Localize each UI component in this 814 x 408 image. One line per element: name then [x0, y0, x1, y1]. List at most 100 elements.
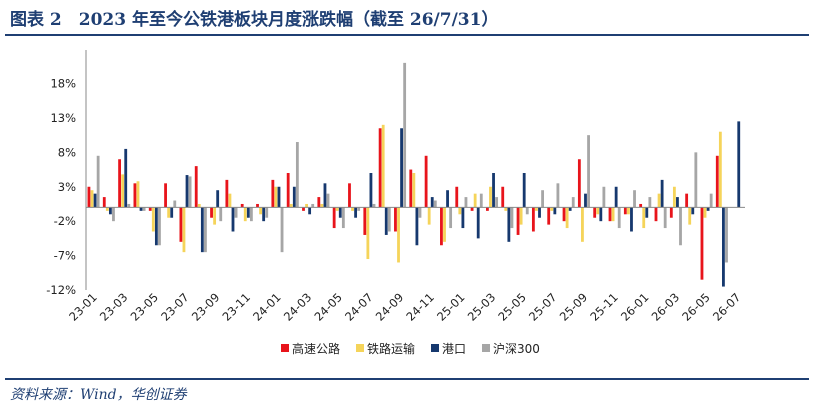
bar — [541, 190, 544, 208]
bar — [158, 207, 161, 246]
bar — [351, 207, 354, 211]
bar — [164, 183, 167, 208]
bar — [249, 207, 253, 222]
bar — [516, 207, 520, 235]
bar — [571, 197, 575, 208]
x-tick-label: 23-07 — [158, 290, 192, 324]
bar — [577, 159, 581, 208]
bar — [455, 186, 459, 208]
bar — [630, 207, 633, 232]
bar — [531, 207, 535, 232]
bar — [626, 207, 630, 215]
legend-swatch — [482, 344, 490, 352]
bar — [354, 207, 358, 218]
bar — [427, 207, 431, 225]
x-tick-label: 25-11 — [587, 290, 621, 324]
bar — [167, 207, 171, 218]
bar — [228, 193, 232, 208]
x-tick-label: 25-09 — [557, 290, 591, 324]
bar — [200, 207, 204, 253]
bar — [357, 207, 361, 211]
bar — [657, 193, 661, 208]
bar — [660, 179, 664, 208]
bar — [476, 207, 480, 239]
bar — [204, 207, 207, 253]
bar — [243, 207, 247, 222]
x-tick-label: 26-05 — [679, 290, 713, 324]
bar — [519, 207, 523, 225]
bar — [449, 207, 453, 229]
chart-title: 图表 2 2023 年至今公铁港板块月度涨跌幅（截至 26/7/31） — [10, 10, 499, 30]
y-tick-label: 8% — [58, 145, 76, 159]
bar — [213, 207, 217, 225]
bar — [185, 175, 189, 208]
bar — [295, 142, 299, 208]
legend-label: 港口 — [442, 342, 466, 356]
bar — [292, 186, 296, 208]
bar — [188, 176, 192, 208]
bar — [136, 181, 140, 208]
bar — [596, 207, 600, 215]
x-tick-label: 26-01 — [618, 290, 652, 324]
bar — [593, 207, 597, 218]
bar — [112, 207, 115, 222]
bar — [617, 207, 621, 229]
bar — [464, 197, 468, 208]
bar — [584, 193, 587, 208]
bar — [679, 207, 682, 246]
x-tick-label: 25-01 — [434, 290, 468, 324]
bar — [277, 186, 281, 208]
bar — [381, 124, 385, 208]
x-tick-label: 26-03 — [649, 290, 683, 324]
bar — [210, 207, 213, 218]
bar — [703, 207, 707, 218]
bar — [341, 207, 345, 229]
bar-chart: -12%-7%-2%3%8%13%18% 23-0123-0323-0523-0… — [46, 50, 745, 356]
bar — [105, 207, 109, 211]
bar — [568, 207, 572, 211]
bar — [608, 207, 612, 222]
bar — [271, 179, 275, 208]
bar — [302, 207, 305, 211]
bar — [234, 207, 238, 218]
bar — [602, 186, 606, 208]
bar — [694, 152, 698, 208]
bar — [688, 207, 692, 225]
y-tick-label: 3% — [58, 180, 76, 194]
bar — [565, 207, 569, 229]
source-rule — [5, 378, 809, 380]
bar — [433, 200, 437, 208]
bar — [715, 155, 719, 208]
title-rule — [5, 34, 809, 36]
bar — [121, 174, 125, 208]
bar — [262, 207, 266, 222]
x-tick-label: 24-03 — [281, 290, 315, 324]
bar — [611, 207, 615, 222]
bar — [722, 207, 725, 287]
bar — [142, 207, 146, 211]
bar — [547, 207, 551, 225]
bar — [265, 207, 269, 218]
bar — [320, 203, 324, 208]
bar — [311, 203, 315, 208]
bar — [562, 207, 566, 222]
bar — [335, 207, 339, 211]
bar — [326, 193, 330, 208]
bar — [194, 166, 198, 208]
bar — [387, 207, 391, 232]
bar — [492, 173, 495, 208]
legend-label: 沪深300 — [493, 342, 540, 356]
bar — [289, 203, 293, 208]
x-tick-label: 25-05 — [495, 290, 529, 324]
bar — [691, 207, 695, 215]
bar — [225, 179, 229, 208]
bar — [504, 207, 508, 211]
x-tick-label: 23-05 — [128, 290, 162, 324]
bar — [614, 186, 618, 208]
bar — [409, 169, 413, 208]
bar — [397, 207, 400, 263]
bar — [274, 186, 278, 208]
y-tick-label: -12% — [46, 283, 76, 297]
bar — [133, 183, 137, 208]
bar — [737, 121, 741, 208]
